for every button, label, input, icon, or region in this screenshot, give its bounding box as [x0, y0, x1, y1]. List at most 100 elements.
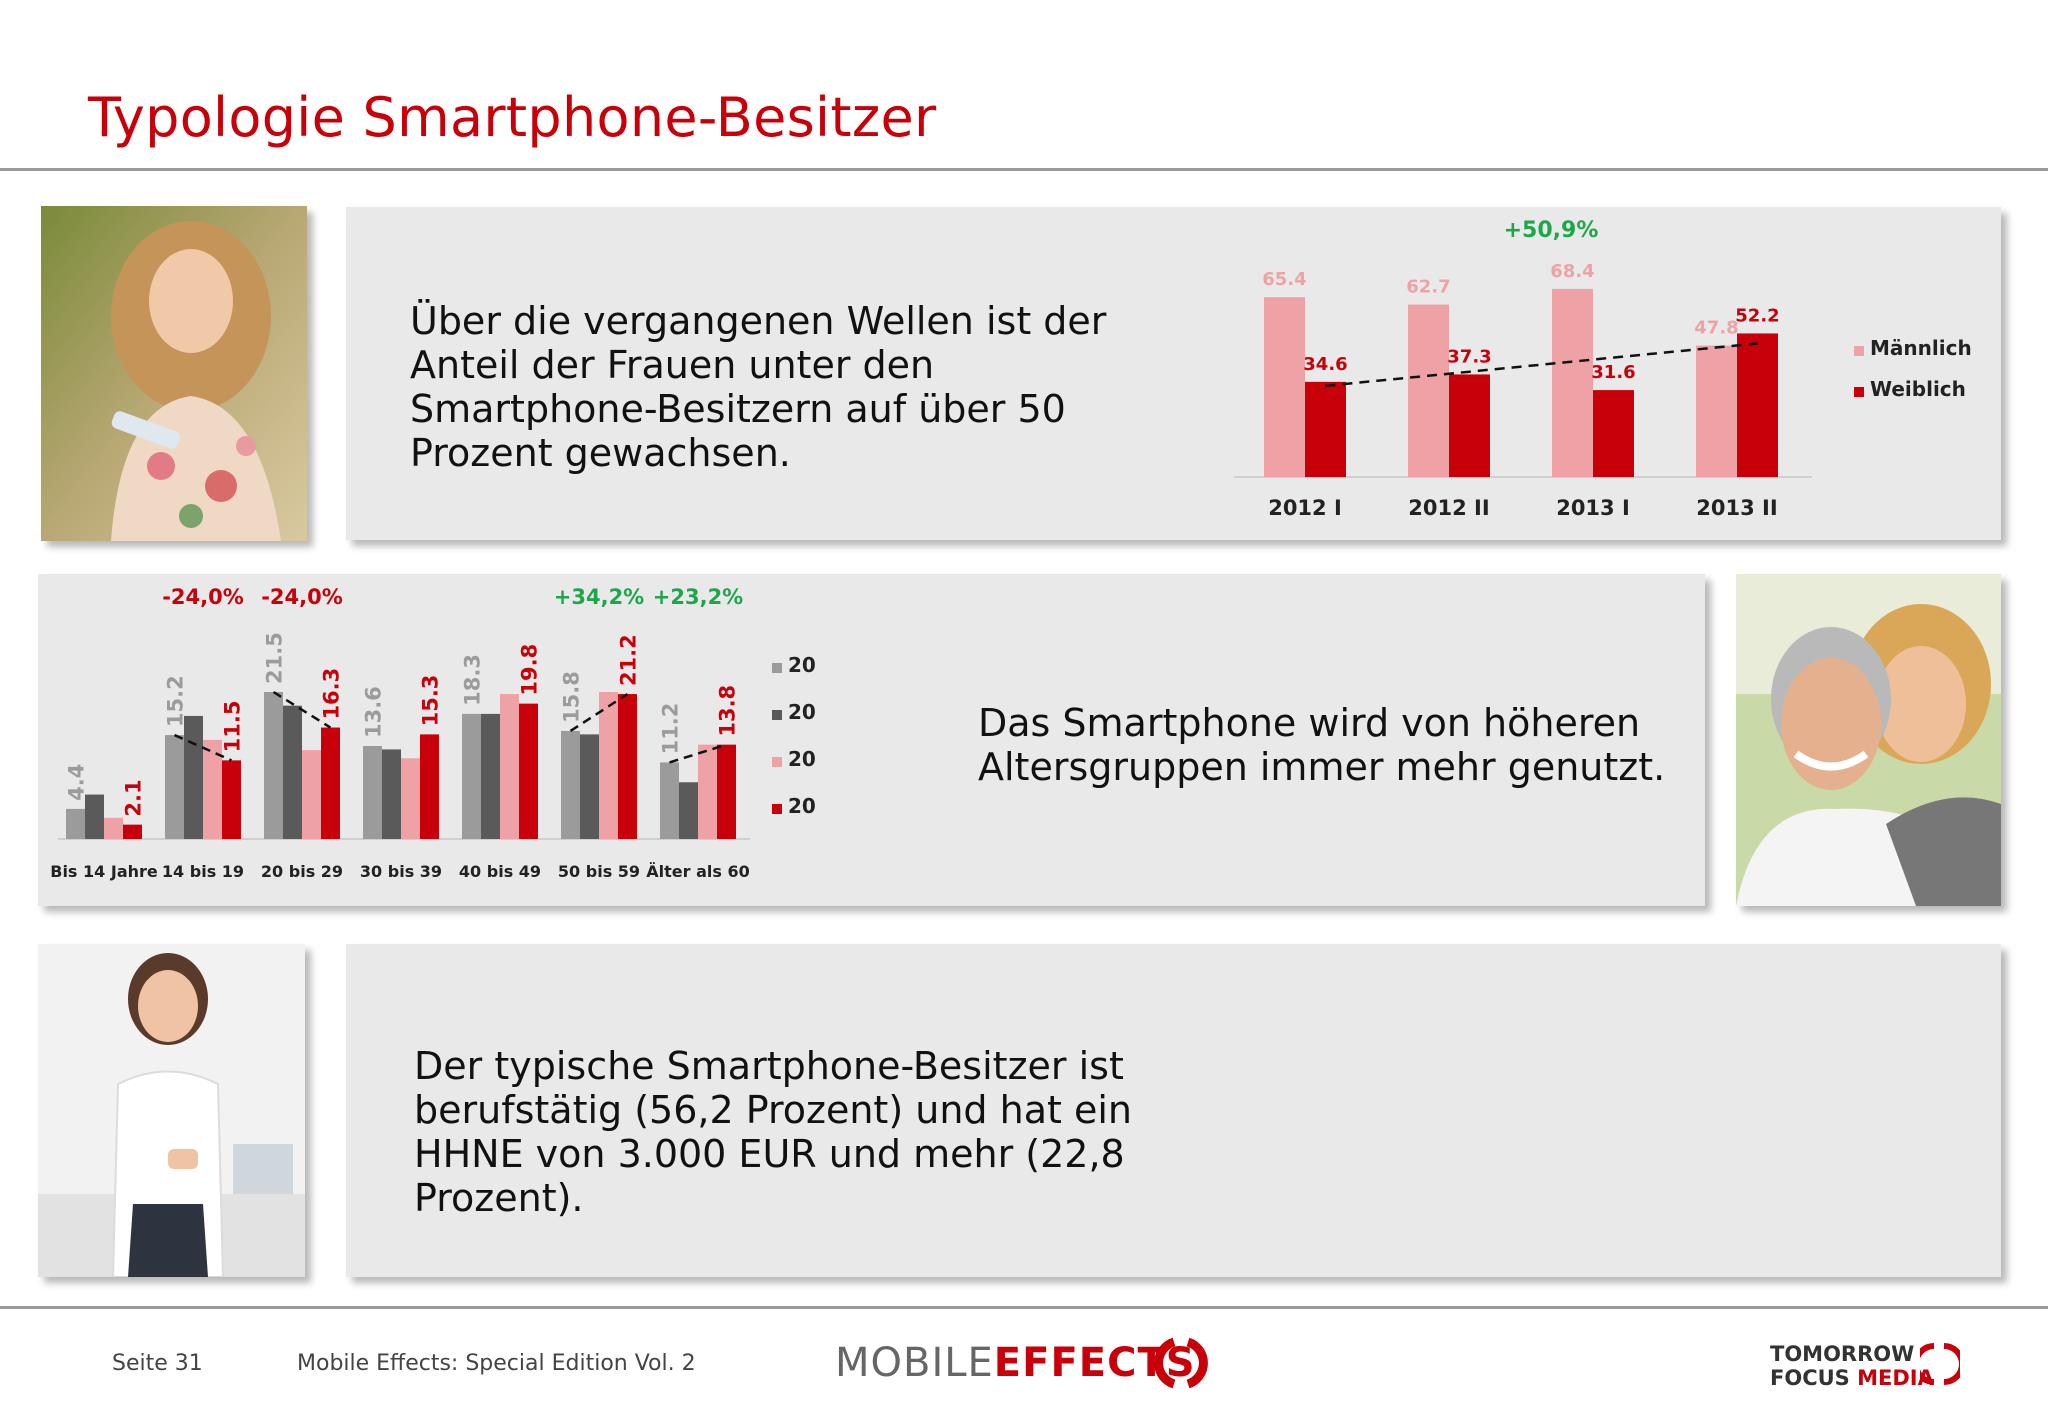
category-2013-ii: 2013 II	[1696, 496, 1777, 520]
label-maennlich-2012-i: 65.4	[1262, 269, 1306, 290]
bar-2012-i-40-bis-49	[462, 713, 481, 839]
label-2013-ii-20-bis-29: 16.3	[320, 668, 344, 720]
mobile-effects-logo-mark	[1154, 1337, 1208, 1389]
panel-age-text: Das Smartphone wird von höheren Altersgr…	[978, 701, 1666, 789]
trendline-aelter-als-60	[669, 743, 727, 764]
label-2012-i-40-bis-49: 18.3	[461, 654, 485, 706]
bar-2013-ii-bis-14-jahre	[123, 824, 142, 839]
label-maennlich-2012-ii: 62.7	[1406, 277, 1450, 298]
category-2013-i: 2013 I	[1556, 496, 1630, 520]
legend-label-2013-2: 2013 II	[788, 794, 818, 818]
bar-2012-i-50-bis-59	[561, 730, 580, 839]
logo-tomorrow-text: TOMORROW	[1770, 1342, 1915, 1366]
category-14-bis-19: 14 bis 19	[162, 862, 244, 881]
annotation-aelter-als-60: +23,2%	[653, 585, 743, 609]
bar-2012-i-30-bis-39	[363, 746, 382, 839]
bar-2013-i-bis-14-jahre	[104, 817, 123, 839]
annotation-20-bis-29: -24,0%	[261, 585, 343, 609]
photo-business-woman	[38, 944, 305, 1277]
label-maennlich-2013-i: 68.4	[1550, 261, 1594, 282]
bar-weiblich-2012-ii	[1449, 374, 1490, 477]
label-2013-ii-14-bis-19: 11.5	[221, 701, 245, 753]
legend-label-2012-1: 2012 I	[788, 653, 818, 677]
bar-2012-ii-40-bis-49	[481, 713, 500, 839]
legend-swatch-weiblich	[1854, 387, 1864, 397]
photo-older-couple	[1736, 574, 2001, 906]
label-weiblich-2012-ii: 37.3	[1447, 346, 1491, 367]
bar-weiblich-2012-i	[1305, 381, 1346, 477]
legend-label-2012-2: 2012 II	[788, 700, 818, 724]
category-2012-i: 2012 I	[1268, 496, 1342, 520]
bar-weiblich-2013-i	[1593, 390, 1634, 477]
label-2012-i-50-bis-59: 15.8	[560, 671, 584, 723]
category-20-bis-29: 20 bis 29	[261, 862, 343, 881]
bar-weiblich-2013-ii	[1737, 333, 1778, 477]
label-2013-ii-40-bis-49: 19.8	[518, 644, 542, 696]
bar-2013-ii-40-bis-49	[519, 703, 538, 839]
legend-swatch-2012-1	[772, 663, 782, 673]
panel-profile-text: Der typische Smartphone-Besitzer ist ber…	[414, 1044, 1132, 1220]
label-2012-i-aelter-als-60: 11.2	[659, 703, 683, 755]
bar-2012-i-20-bis-29	[264, 692, 283, 839]
footer-page-number: Seite 31	[112, 1351, 203, 1376]
bar-2012-ii-aelter-als-60	[679, 782, 698, 839]
bar-2012-ii-30-bis-39	[382, 749, 401, 839]
trendline-50-bis-59	[569, 693, 629, 733]
legend-swatch-2013-2	[772, 804, 782, 814]
chart1-trendline	[1325, 342, 1758, 388]
category-30-bis-39: 30 bis 39	[360, 862, 442, 881]
legend-label-2013-1: 2013 I	[788, 747, 818, 771]
bar-2012-ii-bis-14-jahre	[85, 794, 104, 839]
bar-2013-i-20-bis-29	[302, 750, 321, 839]
trendline-20-bis-29	[272, 690, 332, 729]
legend-swatch-2013-1	[772, 757, 782, 767]
trendline-14-bis-19	[173, 733, 233, 762]
bar-2013-i-50-bis-59	[599, 692, 618, 839]
label-weiblich-2013-ii: 52.2	[1735, 305, 1779, 326]
bar-2013-i-30-bis-39	[401, 758, 420, 839]
bar-2013-ii-14-bis-19	[222, 760, 241, 839]
annotation-14-bis-19: -24,0%	[162, 585, 244, 609]
logo-mobile-text: MOBILE	[835, 1340, 994, 1386]
bar-2012-i-aelter-als-60	[660, 762, 679, 839]
panel-profile: Der typische Smartphone-Besitzer ist ber…	[346, 944, 2001, 1277]
category-2012-ii: 2012 II	[1408, 496, 1489, 520]
footer-publication: Mobile Effects: Special Edition Vol. 2	[297, 1351, 696, 1376]
bar-2013-i-40-bis-49	[500, 694, 519, 839]
legend-swatch-maennlich	[1854, 346, 1864, 356]
panel-gender-text: Über die vergangenen Wellen ist der Ante…	[410, 299, 1107, 475]
logo-focus-text: FOCUS	[1770, 1366, 1850, 1390]
label-2012-i-20-bis-29: 21.5	[263, 632, 287, 684]
bar-2013-i-14-bis-19	[203, 739, 222, 839]
tomorrow-focus-media-logo: TOMORROW FOCUS MEDIA	[1770, 1342, 1934, 1390]
bar-2012-i-14-bis-19	[165, 735, 184, 839]
chart1-annotation: +50,9%	[1504, 218, 1599, 243]
panel-gender-share: Über die vergangenen Wellen ist der Ante…	[346, 207, 2001, 540]
panel-age-groups: 4.4 2.1 Bis 14 Jahre 15.2 11.5 14 bis 19 21.5 1…	[38, 574, 1705, 906]
bar-2012-i-bis-14-jahre	[66, 808, 85, 839]
annotation-50-bis-59: +34,2%	[554, 585, 644, 609]
bar-2013-i-aelter-als-60	[698, 744, 717, 839]
bar-2012-ii-20-bis-29	[283, 705, 302, 839]
label-2012-i-bis-14-jahre: 4.4	[65, 764, 89, 801]
legend-swatch-2012-2	[772, 710, 782, 720]
label-weiblich-2013-i: 31.6	[1591, 362, 1635, 383]
footer-divider	[0, 1306, 2048, 1309]
mobile-effects-logo: MOBILEEFFECTS	[835, 1340, 1196, 1386]
label-2013-ii-bis-14-jahre: 2.1	[122, 779, 146, 816]
label-maennlich-2013-ii: 47.8	[1694, 318, 1738, 339]
page-title: Typologie Smartphone-Besitzer	[88, 86, 937, 149]
bar-2013-ii-20-bis-29	[321, 727, 340, 839]
category-40-bis-49: 40 bis 49	[459, 862, 541, 881]
bar-maennlich-2012-ii	[1408, 304, 1449, 477]
bar-2013-ii-50-bis-59	[618, 694, 637, 839]
bar-2013-ii-aelter-als-60	[717, 744, 736, 839]
legend-label-weiblich: Weiblich	[1870, 377, 1966, 401]
chart-gender-share: 65.4 34.6 2012 I 62.7 37.3 2012 II 68.4 31.6 201…	[1234, 218, 1972, 520]
legend-label-maennlich: Männlich	[1870, 336, 1972, 360]
bar-2012-ii-14-bis-19	[184, 715, 203, 839]
bar-maennlich-2013-i	[1552, 288, 1593, 477]
category-bis-14-jahre: Bis 14 Jahre	[50, 862, 158, 881]
header-divider	[0, 168, 2048, 171]
bar-2012-ii-50-bis-59	[580, 734, 599, 839]
